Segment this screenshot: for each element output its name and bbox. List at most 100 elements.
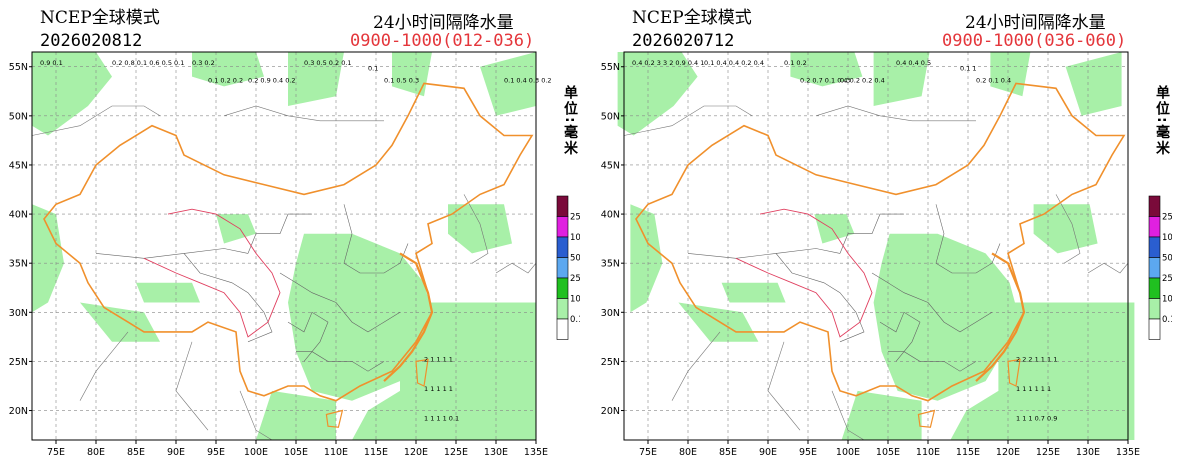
country-border: [463, 194, 489, 264]
grid-lines: [32, 52, 537, 440]
precip-area: [873, 52, 930, 106]
x-tick-label: 95E: [799, 447, 817, 458]
x-tick-label: 105E: [284, 447, 308, 458]
precip-value: 0.4 0.2 3 3 2 0.9 0.4 1: [632, 59, 704, 67]
y-tick-label: 20N: [9, 406, 28, 417]
precip-area: [448, 204, 512, 254]
legend-swatch: [1148, 236, 1161, 258]
legend-swatch: [556, 257, 569, 279]
province-borders: [95, 204, 409, 372]
country-border: [239, 390, 273, 441]
y-tick-label: 50N: [601, 111, 620, 122]
unit-label: 单位:毫米: [1154, 85, 1170, 157]
model-label: NCEP全球模式: [40, 8, 160, 28]
map-frame: [623, 51, 1129, 441]
country-border: [223, 105, 384, 122]
province-border: [871, 272, 993, 333]
province-border: [343, 204, 409, 274]
precip-value: 0.1 0.4 0.4 0.2 0.4: [704, 59, 764, 67]
precip-area: [32, 52, 112, 136]
legend-swatch: [1148, 216, 1161, 238]
x-tick-label: 90E: [167, 447, 185, 458]
legend-label: 25: [1162, 274, 1172, 284]
forecast-period: 0900-1000(012-036): [350, 31, 535, 51]
legend-label: 0.1: [570, 315, 580, 325]
precip-shading: [617, 52, 1135, 440]
x-tick-label: 130E: [1076, 447, 1100, 458]
legend-swatch: [556, 195, 569, 217]
legend-label: 10: [570, 295, 580, 305]
legend-label: 250: [570, 213, 580, 223]
legend-label: 10: [1162, 295, 1172, 305]
y-tick-label: 25N: [601, 357, 620, 368]
precip-value: 1 1 1 1 1: [424, 385, 453, 393]
legend: 250 100 50 25 10 0.1: [1148, 195, 1178, 340]
precip-area: [192, 52, 264, 87]
y-tick-label: 45N: [601, 160, 620, 171]
x-axis-labels: 75E 80E 85E 90E 95E 100E 105E 110E 115E 120E 125E 1…: [639, 440, 1140, 458]
legend-label: 50: [570, 254, 580, 264]
x-tick-label: 115E: [956, 447, 980, 458]
x-tick-label: 125E: [1036, 447, 1060, 458]
province-border: [247, 213, 312, 254]
neighbor-borders: [623, 105, 1129, 441]
precip-area: [790, 52, 863, 87]
legend-swatch: [1148, 277, 1161, 299]
y-tick-label: 35N: [601, 259, 620, 270]
precip-value: 0.1: [368, 65, 378, 73]
legend-label: 0.1: [1162, 315, 1172, 325]
hainan-border: [917, 409, 936, 428]
precip-value: 0.1 0.4 0.3 0.2: [504, 76, 552, 84]
precip-area: [873, 233, 1018, 401]
province-border: [279, 272, 401, 333]
precip-value: 0.9 0.1: [40, 59, 63, 67]
precip-area: [721, 282, 786, 303]
legend-label: 25: [570, 274, 580, 284]
country-border: [623, 105, 753, 136]
precip-value: 0.3: [840, 76, 850, 84]
precip-area: [80, 302, 160, 342]
country-border: [767, 341, 801, 431]
precip-value: 0.2 0.1 0.4: [976, 76, 1011, 84]
x-tick-label: 85E: [127, 447, 145, 458]
country-border: [1055, 194, 1081, 264]
precip-area: [288, 52, 344, 106]
y-axis-labels: 55N 50N 45N 40N 35N 30N 25N 20N: [9, 62, 32, 417]
legend-label: 100: [570, 233, 580, 243]
province-border: [95, 248, 249, 259]
x-tick-label: 135E: [524, 447, 548, 458]
x-tick-label: 100E: [244, 447, 268, 458]
precip-value: 0.1 0.2: [784, 59, 807, 67]
precip-area: [256, 390, 336, 440]
precip-value: 1 1 1 1 0.1: [424, 414, 459, 422]
forecast-panel: NCEP全球模式 2026020812 24小时间隔降水量 0900-1000(…: [0, 0, 586, 465]
precip-value: 0.1 0.2 0.2: [208, 76, 243, 84]
x-tick-label: 95E: [207, 447, 225, 458]
province-border: [775, 253, 865, 343]
precip-area: [392, 52, 432, 97]
country-border: [671, 331, 721, 401]
taiwan-border: [1007, 358, 1021, 387]
taiwan-border: [415, 358, 429, 387]
legend-label: 100: [1162, 233, 1172, 243]
precip-area: [630, 204, 663, 313]
precip-area: [841, 390, 922, 440]
precip-area: [1033, 204, 1098, 254]
legend-swatch: [556, 216, 569, 238]
neighbor-borders: [31, 105, 537, 441]
precip-value: 0.2 0.9 0.4 0.2: [248, 76, 296, 84]
china-border: [43, 82, 534, 402]
precip-value: 2 1 1 1 1: [424, 355, 453, 363]
precip-values: 0.4 0.2 3 3 2 0.9 0.4 1 0.1 0.4 0.4 0.2 0…: [632, 59, 1057, 423]
province-border: [687, 248, 841, 259]
y-tick-label: 20N: [601, 406, 620, 417]
y-tick-label: 55N: [9, 62, 28, 73]
country-border: [831, 390, 865, 441]
precip-area: [950, 302, 1135, 440]
y-tick-label: 25N: [9, 357, 28, 368]
country-border: [815, 105, 976, 122]
hainan-border: [325, 409, 344, 428]
legend-swatch: [1148, 318, 1161, 340]
x-tick-label: 130E: [484, 447, 508, 458]
unit-label: 单位:毫米: [562, 85, 578, 157]
